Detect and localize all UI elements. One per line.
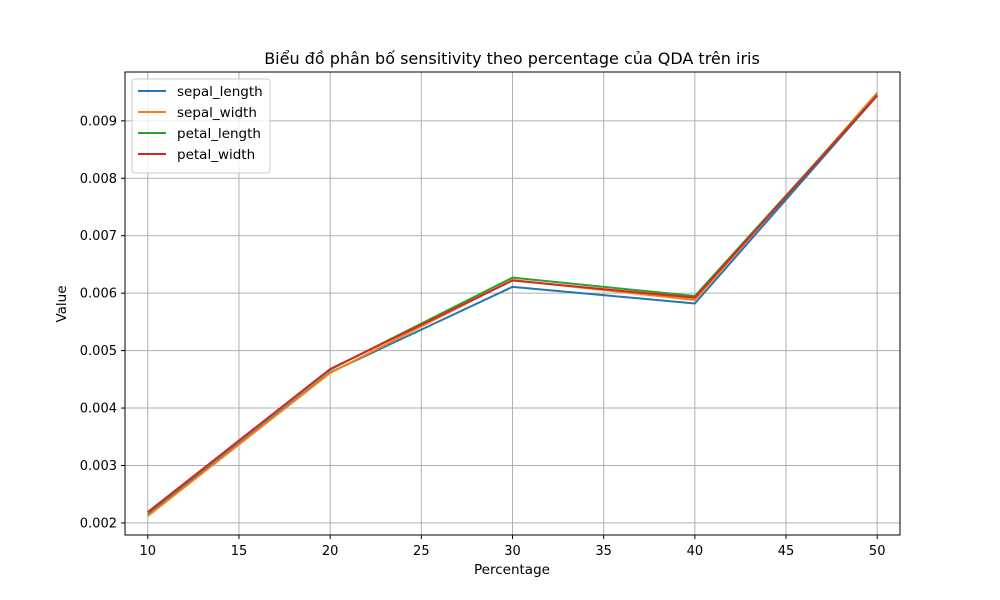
legend-label: petal_length <box>177 126 261 142</box>
y-tick-label: 0.009 <box>80 114 117 129</box>
x-tick-label: 30 <box>504 544 521 559</box>
x-tick-label: 40 <box>687 544 704 559</box>
x-tick-label: 25 <box>413 544 430 559</box>
x-axis-label: Percentage <box>474 562 550 578</box>
x-tick-label: 10 <box>140 544 157 559</box>
x-tick-label: 35 <box>595 544 612 559</box>
series-line-petal-width <box>147 94 878 513</box>
series-lines <box>147 92 878 517</box>
y-tick-label: 0.002 <box>80 516 117 531</box>
legend-box <box>131 78 271 174</box>
legend-label: sepal_width <box>177 105 257 121</box>
chart-title: Biểu đồ phân bố sensitivity theo percent… <box>264 49 760 68</box>
grid <box>125 72 900 535</box>
y-axis-label: Value <box>54 285 70 322</box>
legend-label: sepal_length <box>177 84 263 100</box>
y-axis-ticks: 0.002 0.003 0.004 0.005 0.006 0.007 0.008 0.009 <box>80 114 125 531</box>
y-tick-label: 0.003 <box>80 459 117 474</box>
y-tick-label: 0.006 <box>80 287 117 302</box>
y-tick-label: 0.007 <box>80 229 117 244</box>
x-tick-label: 15 <box>231 544 248 559</box>
x-axis-ticks: 10 15 20 25 30 35 40 45 50 <box>140 535 886 559</box>
x-tick-label: 45 <box>778 544 795 559</box>
y-tick-label: 0.005 <box>80 344 117 359</box>
legend: sepal_length sepal_width petal_lengthpetal… <box>131 78 271 174</box>
legend-label: petal_width <box>177 147 255 163</box>
y-tick-label: 0.008 <box>80 172 117 187</box>
x-tick-label: 50 <box>869 544 886 559</box>
x-tick-label: 20 <box>322 544 339 559</box>
y-tick-label: 0.004 <box>80 402 117 417</box>
